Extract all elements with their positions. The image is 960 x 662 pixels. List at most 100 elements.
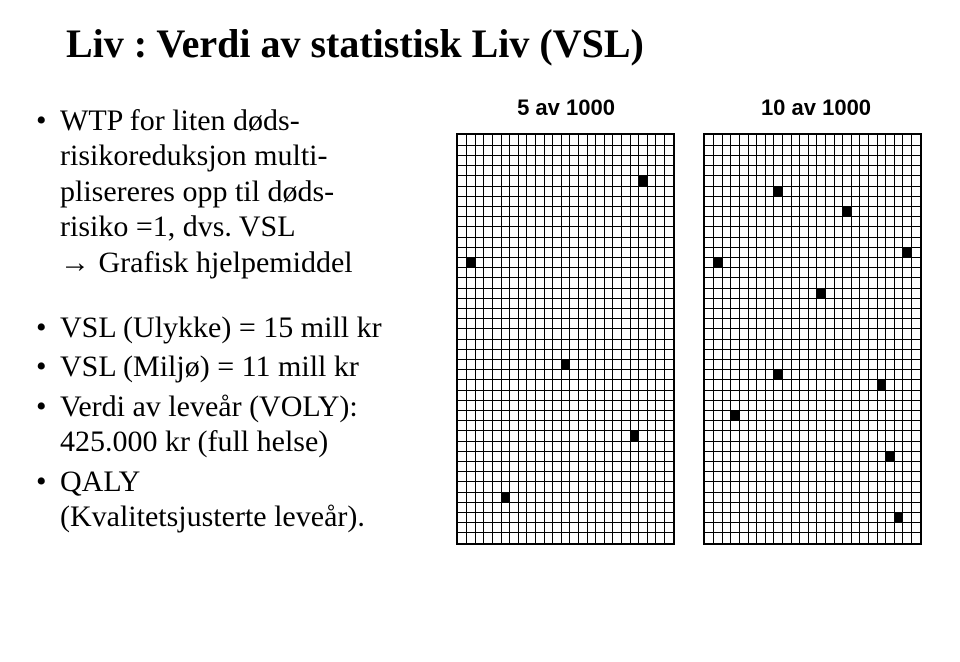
grid-line-h — [458, 492, 673, 493]
grid-line-h — [705, 206, 920, 207]
bullet-dot: • — [36, 103, 60, 138]
grid-line-h — [705, 430, 920, 431]
grid-line-h — [458, 237, 673, 238]
grid-line-h — [705, 492, 920, 493]
grid-line-h — [705, 532, 920, 533]
grid-line-h — [458, 298, 673, 299]
filled-cell — [639, 176, 648, 186]
grids-column: 5 av 1000 10 av 1000 — [434, 95, 926, 545]
slide: Liv : Verdi av statistisk Liv (VSL) • WT… — [0, 0, 960, 662]
grid-line-h — [458, 502, 673, 503]
bullet-3: • VSL (Miljø) = 11 mill kr — [36, 349, 434, 384]
bullet-1-line4: risiko =1, dvs. VSL — [60, 210, 296, 243]
grid-left — [456, 133, 675, 545]
grid-line-h — [705, 328, 920, 329]
bullet-2-text: VSL (Ulykke) = 15 mill kr — [60, 310, 434, 345]
filled-cell — [903, 247, 912, 257]
filled-cell — [886, 451, 895, 461]
grid-line-h — [458, 400, 673, 401]
grid-label-left: 5 av 1000 — [456, 95, 676, 121]
bullet-2: • VSL (Ulykke) = 15 mill kr — [36, 310, 434, 345]
grid-line-h — [458, 145, 673, 146]
content-row: • WTP for liten døds- risikoreduksjon mu… — [36, 95, 926, 545]
grid-line-h — [705, 502, 920, 503]
grid-line-h — [458, 196, 673, 197]
bullet-3-text: VSL (Miljø) = 11 mill kr — [60, 349, 434, 384]
grid-line-h — [705, 288, 920, 289]
grid-line-h — [705, 186, 920, 187]
grid-line-h — [705, 277, 920, 278]
grid-line-h — [458, 451, 673, 452]
grid-line-h — [458, 277, 673, 278]
grid-line-h — [705, 390, 920, 391]
bullet-5: • QALY (Kvalitetsjusterte leveår). — [36, 464, 434, 535]
bullet-dot: • — [36, 464, 60, 499]
grid-line-h — [458, 226, 673, 227]
grid-line-h — [705, 226, 920, 227]
grid-line-h — [458, 328, 673, 329]
arrow-icon: → — [60, 246, 91, 279]
grid-line-h — [705, 308, 920, 309]
filled-cell — [630, 431, 639, 441]
bullets-column: • WTP for liten døds- risikoreduksjon mu… — [36, 95, 434, 545]
grid-line-h — [705, 441, 920, 442]
bullet-1: • WTP for liten døds- risikoreduksjon mu… — [36, 103, 434, 280]
grid-line-h — [705, 369, 920, 370]
bullet-5-text: QALY (Kvalitetsjusterte leveår). — [60, 464, 434, 535]
grid-line-h — [458, 420, 673, 421]
grid-right — [703, 133, 922, 545]
grid-line-h — [458, 339, 673, 340]
grid-line-h — [705, 339, 920, 340]
bullet-5-line2: (Kvalitetsjusterte leveår). — [60, 500, 365, 533]
grid-line-h — [705, 175, 920, 176]
filled-cell — [877, 380, 886, 390]
grids-row — [456, 133, 926, 545]
grid-line-h — [705, 257, 920, 258]
grid-line-h — [705, 379, 920, 380]
grid-line-h — [458, 247, 673, 248]
grid-line-h — [458, 461, 673, 462]
grid-line-h — [705, 155, 920, 156]
grid-labels: 5 av 1000 10 av 1000 — [456, 95, 926, 121]
grid-line-h — [458, 267, 673, 268]
filled-cell — [774, 186, 783, 196]
grid-line-h — [458, 390, 673, 391]
filled-cell — [817, 288, 826, 298]
grid-line-h — [458, 288, 673, 289]
grid-line-h — [705, 216, 920, 217]
grid-line-h — [458, 216, 673, 217]
filled-cell — [561, 359, 570, 369]
grid-line-h — [705, 267, 920, 268]
bullet-1-line2: risikoreduksjon multi- — [60, 139, 327, 172]
grid-line-h — [458, 471, 673, 472]
filled-cell — [467, 257, 476, 267]
grid-line-h — [458, 165, 673, 166]
bullet-1-line5: Grafisk hjelpemiddel — [91, 246, 353, 279]
grid-line-h — [705, 318, 920, 319]
filled-cell — [894, 512, 903, 522]
filled-cell — [501, 492, 510, 502]
grid-label-right: 10 av 1000 — [706, 95, 926, 121]
bullet-4-text: Verdi av leveår (VOLY): 425.000 kr (full… — [60, 389, 434, 460]
bullet-1-text: WTP for liten døds- risikoreduksjon mult… — [60, 103, 434, 280]
grid-line-h — [705, 196, 920, 197]
filled-cell — [774, 370, 783, 380]
grid-line-h — [705, 400, 920, 401]
grid-line-h — [458, 257, 673, 258]
filled-cell — [843, 206, 852, 216]
filled-cell — [714, 257, 723, 267]
bullet-1-line3: plisereres opp til døds- — [60, 175, 334, 208]
bullet-1-line1: WTP for liten døds- — [60, 104, 300, 137]
grid-line-h — [458, 308, 673, 309]
grid-line-h — [705, 512, 920, 513]
bullet-5-line1: QALY — [60, 465, 140, 498]
page-title: Liv : Verdi av statistisk Liv (VSL) — [66, 20, 926, 67]
bullet-4-line2: 425.000 kr (full helse) — [60, 425, 328, 458]
filled-cell — [731, 410, 740, 420]
grid-line-h — [458, 441, 673, 442]
grid-line-h — [458, 532, 673, 533]
grid-line-h — [705, 145, 920, 146]
grid-line-h — [705, 481, 920, 482]
grid-line-h — [705, 471, 920, 472]
grid-line-h — [458, 206, 673, 207]
